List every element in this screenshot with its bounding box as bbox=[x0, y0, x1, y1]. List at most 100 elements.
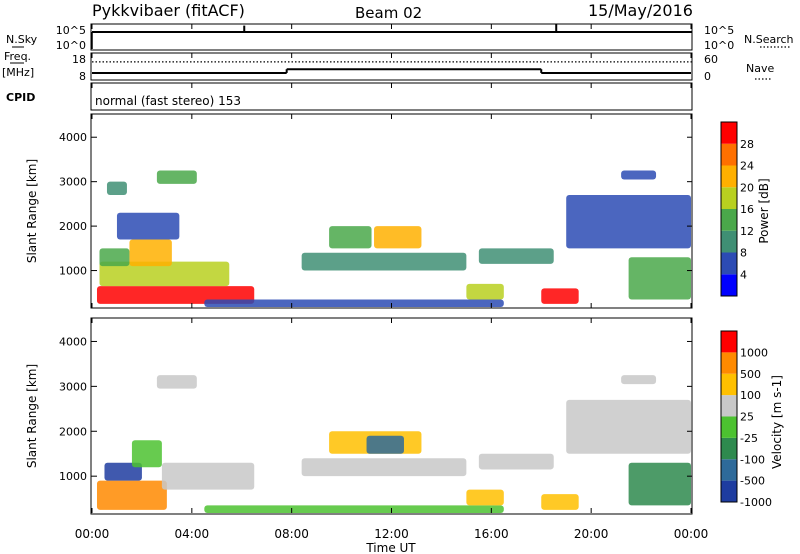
power-ylabel: Slant Range [km] bbox=[25, 159, 39, 263]
power-echo-9 bbox=[329, 226, 372, 249]
power-echo-6 bbox=[156, 170, 197, 184]
power-cbar-swatch-3 bbox=[721, 209, 737, 231]
velocity-echo-12 bbox=[566, 399, 691, 454]
velocity-cbar-tick-0: 1000 bbox=[740, 346, 768, 359]
power-cbar-swatch-2 bbox=[721, 230, 737, 253]
power-cbar-frame bbox=[720, 121, 738, 297]
power-cbar-swatch-1 bbox=[721, 252, 737, 275]
velocity-cbar-swatch-2 bbox=[721, 437, 737, 460]
velocity-cbar-tick-6: -500 bbox=[740, 475, 765, 488]
velocity-cbar-swatch-6 bbox=[721, 352, 737, 374]
noise-search-label: N.Search bbox=[744, 33, 794, 46]
velocity-echo-5 bbox=[204, 505, 504, 513]
power-cbar-tick-1: 24 bbox=[740, 160, 754, 173]
velocity-cbar-tick-1: 500 bbox=[740, 368, 761, 381]
velocity-cbar-swatch-1 bbox=[721, 459, 737, 481]
time-tick-label-0: 00:00 bbox=[75, 527, 110, 541]
power-echo-1 bbox=[99, 261, 230, 287]
freq-label-line2: [MHz] bbox=[2, 66, 34, 79]
velocity-ytick-label-1: 3000 bbox=[59, 380, 87, 393]
power-echo-8 bbox=[301, 252, 467, 271]
power-cbar-swatch-6 bbox=[721, 143, 737, 166]
velocity-cbar-tick-4: -25 bbox=[740, 432, 758, 445]
power-y-ticks: 4000 3000 2000 1000 bbox=[59, 131, 692, 278]
velocity-cbar-swatch-5 bbox=[721, 373, 737, 396]
velocity-cbar-swatch-3 bbox=[721, 416, 737, 438]
power-ytick-label-3: 1000 bbox=[59, 265, 87, 278]
freq-label-line1: Freq. bbox=[4, 50, 31, 63]
time-tick-label-4: 16:00 bbox=[474, 527, 509, 541]
cpid-label: CPID bbox=[6, 91, 35, 104]
time-tick-label-2: 08:00 bbox=[274, 527, 309, 541]
power-echo-4 bbox=[116, 212, 180, 240]
velocity-cbar-swatch-7 bbox=[721, 331, 737, 353]
freq-tick-low: 8 bbox=[79, 70, 86, 83]
noise-left-tick-low: 10^0 bbox=[56, 39, 86, 52]
velocity-echo-4 bbox=[156, 375, 197, 389]
velocity-echo-1 bbox=[104, 462, 142, 481]
velocity-y-ticks: 4000 3000 2000 1000 bbox=[59, 335, 692, 483]
velocity-echo-11 bbox=[541, 494, 579, 510]
nave-tick-high: 60 bbox=[704, 53, 718, 66]
velocity-cbar-frame bbox=[720, 330, 738, 503]
cpid-text: normal (fast stereo) 153 bbox=[95, 94, 241, 108]
power-colorbar-label: Power [dB] bbox=[757, 178, 771, 243]
velocity-ytick-label-0: 4000 bbox=[59, 335, 87, 348]
velocity-cbar-swatch-4 bbox=[721, 395, 737, 417]
power-echo-13 bbox=[541, 288, 579, 304]
power-echo-14 bbox=[566, 195, 691, 249]
power-echo-11 bbox=[466, 283, 504, 300]
noise-left-tick-high: 10^5 bbox=[56, 24, 86, 37]
power-cbar-swatch-7 bbox=[721, 122, 737, 144]
velocity-echo-6 bbox=[301, 458, 467, 477]
velocity-colorbar-label: Velocity [m s-1] bbox=[770, 375, 784, 469]
power-colorbar: 28 24 20 16 12 8 4 bbox=[720, 121, 754, 297]
power-echo-15 bbox=[621, 170, 657, 180]
velocity-ytick-label-2: 2000 bbox=[59, 425, 87, 438]
time-tick-label-3: 12:00 bbox=[374, 527, 409, 541]
power-echo-5 bbox=[106, 181, 127, 195]
power-cbar-tick-2: 20 bbox=[740, 181, 754, 194]
noise-right-tick-high: 10^5 bbox=[704, 24, 734, 37]
velocity-ylabel: Slant Range [km] bbox=[25, 364, 39, 468]
power-echo-12 bbox=[478, 248, 554, 264]
power-echo-3 bbox=[99, 248, 130, 267]
nave-label: Nave bbox=[746, 62, 774, 75]
power-echo-16 bbox=[628, 257, 691, 300]
power-cbar-tick-3: 16 bbox=[740, 203, 754, 216]
station-title: Pykkvibaer (fitACF) bbox=[92, 1, 245, 20]
power-cbar-swatch-4 bbox=[721, 187, 737, 209]
velocity-cbar-tick-2: 100 bbox=[740, 389, 761, 402]
velocity-echo-13 bbox=[621, 375, 657, 385]
power-ytick-label-1: 3000 bbox=[59, 176, 87, 189]
nave-tick-low: 0 bbox=[704, 70, 711, 83]
noise-search-events bbox=[243, 24, 558, 32]
time-axis: 00:00 04:00 08:00 12:00 16:00 20:00 00:00 bbox=[75, 24, 709, 541]
power-cbar-swatch-0 bbox=[721, 274, 737, 296]
velocity-ytick-label-3: 1000 bbox=[59, 470, 87, 483]
power-cbar-tick-0: 28 bbox=[740, 138, 754, 151]
power-echo-layer bbox=[96, 170, 691, 307]
velocity-cbar-tick-3: 25 bbox=[740, 411, 754, 424]
velocity-echo-10 bbox=[478, 453, 554, 470]
power-ytick-label-2: 2000 bbox=[59, 220, 87, 233]
date-title: 15/May/2016 bbox=[588, 1, 693, 20]
power-cbar-tick-6: 4 bbox=[740, 268, 747, 281]
noise-sky-label: N.Sky bbox=[6, 33, 38, 46]
noise-right-tick-low: 10^0 bbox=[704, 39, 734, 52]
time-tick-label-5: 20:00 bbox=[574, 527, 609, 541]
velocity-echo-14 bbox=[628, 462, 691, 506]
frequency-trace bbox=[92, 68, 691, 74]
velocity-echo-layer bbox=[96, 375, 691, 513]
velocity-cbar-tick-7: -1000 bbox=[740, 496, 772, 509]
freq-tick-high: 18 bbox=[72, 53, 86, 66]
velocity-echo-3 bbox=[131, 440, 162, 468]
velocity-echo-9 bbox=[466, 489, 504, 506]
beam-title: Beam 02 bbox=[355, 4, 422, 22]
velocity-echo-0 bbox=[96, 480, 167, 510]
time-tick-label-6: 00:00 bbox=[674, 527, 709, 541]
power-echo-10 bbox=[374, 226, 422, 249]
power-cbar-tick-4: 12 bbox=[740, 225, 754, 238]
power-ytick-label-0: 4000 bbox=[59, 131, 87, 144]
